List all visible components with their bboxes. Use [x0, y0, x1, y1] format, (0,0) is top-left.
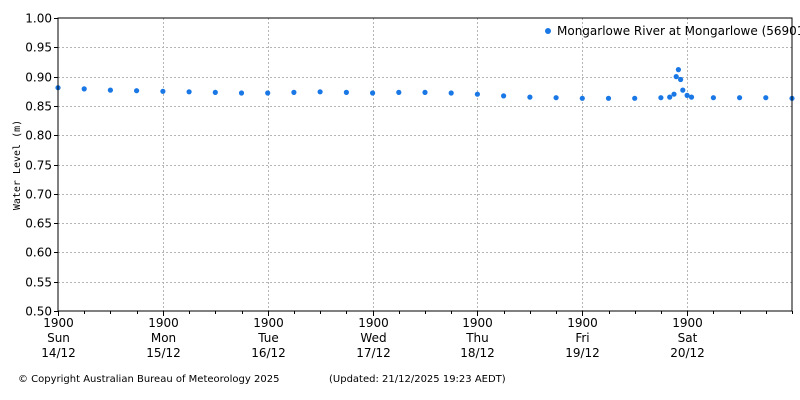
data-point	[501, 93, 507, 99]
x-tick-label-day: Wed	[360, 331, 386, 345]
x-tick-label-date: 15/12	[146, 346, 181, 360]
data-point	[605, 95, 612, 101]
y-tick-label: 0.75	[25, 159, 52, 173]
data-point	[422, 89, 428, 95]
data-point	[553, 95, 559, 101]
series-points	[55, 67, 795, 101]
x-tick-label-date: 16/12	[251, 346, 286, 360]
data-point	[673, 74, 679, 80]
x-tick-label-day: Sat	[678, 331, 698, 345]
data-point	[396, 89, 402, 95]
x-tick-label-day: Fri	[575, 331, 589, 345]
x-tick-label-time: 1900	[567, 316, 598, 330]
plot-background	[58, 18, 792, 311]
y-tick-label: 0.70	[25, 188, 52, 202]
updated-timestamp: (Updated: 21/12/2025 19:23 AEDT)	[329, 374, 506, 385]
x-tick-label-day: Tue	[257, 331, 279, 345]
data-point	[370, 90, 376, 96]
data-point	[632, 95, 638, 101]
x-tick-label-day: Mon	[151, 331, 176, 345]
x-tick-label-time: 1900	[148, 316, 179, 330]
data-point	[710, 95, 717, 101]
x-tick-label-date: 17/12	[356, 346, 391, 360]
data-point	[737, 95, 743, 101]
y-tick-label: 0.60	[25, 246, 52, 260]
data-point	[134, 88, 140, 94]
data-point	[343, 89, 349, 95]
legend: Mongarlowe River at Mongarlowe (569010)	[545, 24, 800, 38]
data-point	[160, 88, 166, 94]
data-point	[688, 94, 695, 100]
legend-label: Mongarlowe River at Mongarlowe (569010)	[557, 24, 800, 38]
data-point	[671, 91, 677, 97]
x-tick-label-date: 18/12	[460, 346, 495, 360]
data-point	[579, 95, 585, 101]
data-point	[763, 95, 769, 101]
data-point	[238, 90, 245, 96]
data-point	[107, 87, 113, 93]
y-tick-label: 0.85	[25, 100, 52, 114]
legend-marker	[545, 28, 551, 34]
y-tick-label: 0.80	[25, 129, 52, 143]
data-point	[265, 90, 271, 96]
data-point	[675, 67, 682, 73]
data-point	[684, 92, 690, 98]
data-point	[291, 89, 297, 95]
y-axis: 0.50 0.55 0.60 0.65 0.70 0.75 0.80 0.85 0.90 0.95…	[25, 12, 58, 319]
x-tick-label-time: 1900	[672, 316, 703, 330]
y-tick-label: 1.00	[25, 12, 52, 26]
x-tick-label-date: 20/12	[670, 346, 705, 360]
y-tick-label: 0.65	[25, 217, 52, 231]
data-point	[186, 89, 192, 95]
data-point	[678, 76, 684, 83]
x-tick-label-day: Sun	[47, 331, 70, 345]
x-tick-label-date: 19/12	[565, 346, 600, 360]
x-tick-label-date: 14/12	[41, 346, 76, 360]
data-point	[81, 86, 87, 92]
y-tick-label: 0.50	[25, 305, 52, 319]
grid-lines	[58, 18, 792, 311]
data-point	[680, 87, 686, 93]
x-tick-label-time: 1900	[43, 316, 74, 330]
x-axis: 1900Sun14/121900Mon15/121900Tue16/121900…	[41, 311, 793, 360]
y-axis-label: Water Level (m)	[12, 120, 23, 210]
y-tick-label: 0.90	[25, 71, 52, 85]
x-tick-label-time: 1900	[462, 316, 493, 330]
copyright-text: © Copyright Australian Bureau of Meteoro…	[18, 374, 280, 385]
data-point	[474, 91, 480, 97]
data-point	[448, 90, 454, 96]
x-tick-label-time: 1900	[253, 316, 284, 330]
data-point	[212, 89, 218, 95]
x-tick-label-day: Thu	[465, 331, 489, 345]
y-tick-label: 0.95	[25, 41, 52, 55]
data-point	[667, 94, 673, 100]
y-tick-label: 0.55	[25, 276, 52, 290]
data-point	[658, 95, 664, 101]
data-point	[317, 89, 323, 95]
x-tick-label-time: 1900	[358, 316, 389, 330]
data-point	[527, 94, 533, 100]
plot-frame	[57, 17, 793, 312]
